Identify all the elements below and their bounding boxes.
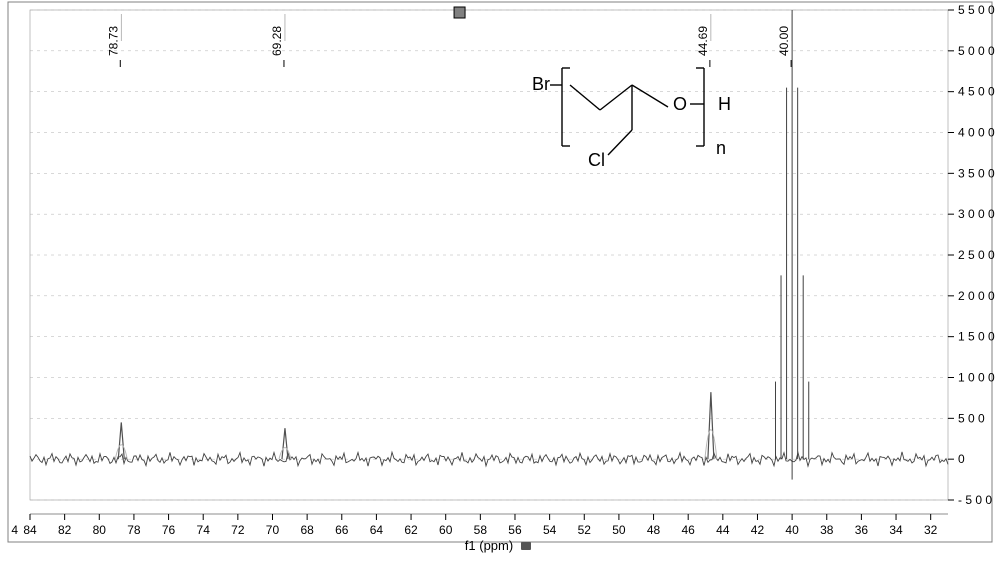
svg-text:Cl: Cl [588,150,605,170]
x-tick-label: 60 [439,523,453,537]
peak-label: 40.00 [777,26,791,56]
svg-text:4: 4 [11,523,18,537]
y-tick-label: 1 5 0 0 [958,330,995,344]
x-tick-label: 36 [855,523,869,537]
svg-text:n: n [716,138,726,158]
peak-trace [708,392,714,459]
x-tick-label: 64 [370,523,384,537]
x-tick-label: 44 [716,523,730,537]
peak-label: 44.69 [696,26,710,56]
x-tick-label: 50 [612,523,626,537]
x-tick-label: 72 [231,523,245,537]
x-tick-label: 62 [404,523,418,537]
x-tick-label: 76 [162,523,176,537]
x-tick-label: 84 [23,523,37,537]
y-tick-label: 5 0 0 0 [958,44,995,58]
x-tick-label: 54 [543,523,557,537]
cursor-marker [454,7,465,18]
nmr-spectrum-svg: - 5 0 0 0 5 0 0 1 0 0 0 1 5 0 0 2 0 0 0 2 5 0 … [0,0,1000,557]
x-tick-label: 38 [820,523,834,537]
baseline-trace [30,452,948,466]
svg-text:Br: Br [532,74,550,94]
y-tick-label: - 5 0 0 [958,493,992,507]
x-tick-label: 48 [647,523,661,537]
y-tick-label: 3 5 0 0 [958,166,995,180]
x-tick-label: 80 [93,523,107,537]
x-axis-label: f1 (ppm) [465,538,513,553]
x-tick-label: 74 [197,523,211,537]
x-tick-label: 52 [578,523,592,537]
x-tick-label: 70 [266,523,280,537]
x-tick-label: 82 [58,523,72,537]
nmr-spectrum-figure: { "chart": { "type": "line", "width_px":… [0,0,1000,557]
x-tick-label: 46 [682,523,696,537]
peak-label: 69.28 [270,26,284,56]
y-tick-label: 4 0 0 0 [958,126,995,140]
x-tick-label: 68 [300,523,314,537]
y-tick-label: 5 5 0 0 [958,3,995,17]
peak-trace [118,422,124,459]
y-tick-label: 1 0 0 0 [958,371,995,385]
x-tick-label: 56 [508,523,522,537]
y-tick-label: 2 5 0 0 [958,248,995,262]
x-tick-label: 32 [924,523,938,537]
x-tick-label: 40 [785,523,799,537]
svg-text:O: O [673,94,687,114]
y-tick-label: 3 0 0 0 [958,207,995,221]
molecular-structure: Br Cl O Hn [532,68,731,170]
peak-label: 78.73 [106,26,120,56]
peak-trace [282,428,288,459]
x-tick-label: 66 [335,523,349,537]
x-tick-label: 58 [474,523,488,537]
x-tick-label: 34 [889,523,903,537]
x-tick-label: 78 [127,523,141,537]
y-tick-label: 5 0 0 [958,411,985,425]
x-tick-label: 42 [751,523,765,537]
svg-text:H: H [718,94,731,114]
y-tick-label: 0 [958,452,965,466]
y-tick-label: 4 5 0 0 [958,85,995,99]
y-tick-label: 2 0 0 0 [958,289,995,303]
